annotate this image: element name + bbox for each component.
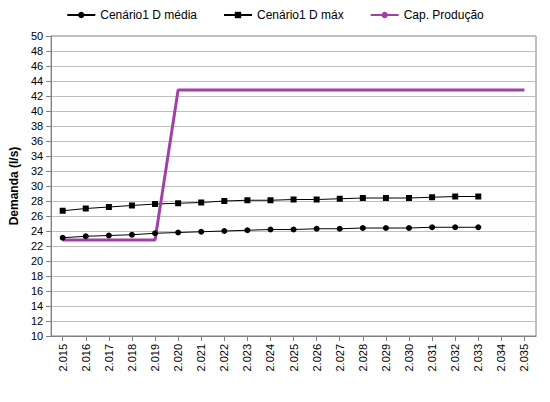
svg-text:50: 50 <box>31 30 43 42</box>
svg-text:2.018: 2.018 <box>126 344 138 372</box>
svg-text:2.019: 2.019 <box>149 344 161 372</box>
svg-text:10: 10 <box>31 330 43 342</box>
svg-text:2.026: 2.026 <box>311 344 323 372</box>
svg-text:36: 36 <box>31 135 43 147</box>
svg-text:2.015: 2.015 <box>57 344 69 372</box>
svg-text:2.028: 2.028 <box>357 344 369 372</box>
svg-text:2.017: 2.017 <box>103 344 115 372</box>
svg-text:2.030: 2.030 <box>403 344 415 372</box>
svg-text:34: 34 <box>31 150 43 162</box>
svg-text:Cenário1 D média: Cenário1 D média <box>100 8 197 22</box>
svg-text:18: 18 <box>31 270 43 282</box>
svg-text:22: 22 <box>31 240 43 252</box>
svg-text:2.031: 2.031 <box>426 344 438 372</box>
svg-text:14: 14 <box>31 300 43 312</box>
svg-text:Cenário1 D máx: Cenário1 D máx <box>257 8 344 22</box>
svg-text:40: 40 <box>31 105 43 117</box>
svg-text:30: 30 <box>31 180 43 192</box>
svg-text:12: 12 <box>31 315 43 327</box>
svg-text:28: 28 <box>31 195 43 207</box>
svg-text:26: 26 <box>31 210 43 222</box>
svg-text:2.024: 2.024 <box>264 344 276 372</box>
svg-text:38: 38 <box>31 120 43 132</box>
svg-text:2.035: 2.035 <box>518 344 530 372</box>
svg-text:44: 44 <box>31 75 43 87</box>
svg-text:2.033: 2.033 <box>472 344 484 372</box>
svg-text:20: 20 <box>31 255 43 267</box>
svg-text:2.022: 2.022 <box>218 344 230 372</box>
svg-text:46: 46 <box>31 60 43 72</box>
svg-text:Cap. Produção: Cap. Produção <box>404 8 484 22</box>
svg-text:32: 32 <box>31 165 43 177</box>
svg-text:2.032: 2.032 <box>449 344 461 372</box>
svg-text:2.027: 2.027 <box>334 344 346 372</box>
svg-text:2.016: 2.016 <box>80 344 92 372</box>
svg-text:24: 24 <box>31 225 43 237</box>
svg-text:2.034: 2.034 <box>495 344 507 372</box>
svg-text:2.020: 2.020 <box>172 344 184 372</box>
svg-text:2.023: 2.023 <box>241 344 253 372</box>
svg-text:48: 48 <box>31 45 43 57</box>
svg-text:2.025: 2.025 <box>288 344 300 372</box>
svg-text:42: 42 <box>31 90 43 102</box>
svg-text:Demanda (l/s): Demanda (l/s) <box>7 147 21 226</box>
svg-text:2.021: 2.021 <box>195 344 207 372</box>
svg-text:16: 16 <box>31 285 43 297</box>
svg-text:2.029: 2.029 <box>380 344 392 372</box>
